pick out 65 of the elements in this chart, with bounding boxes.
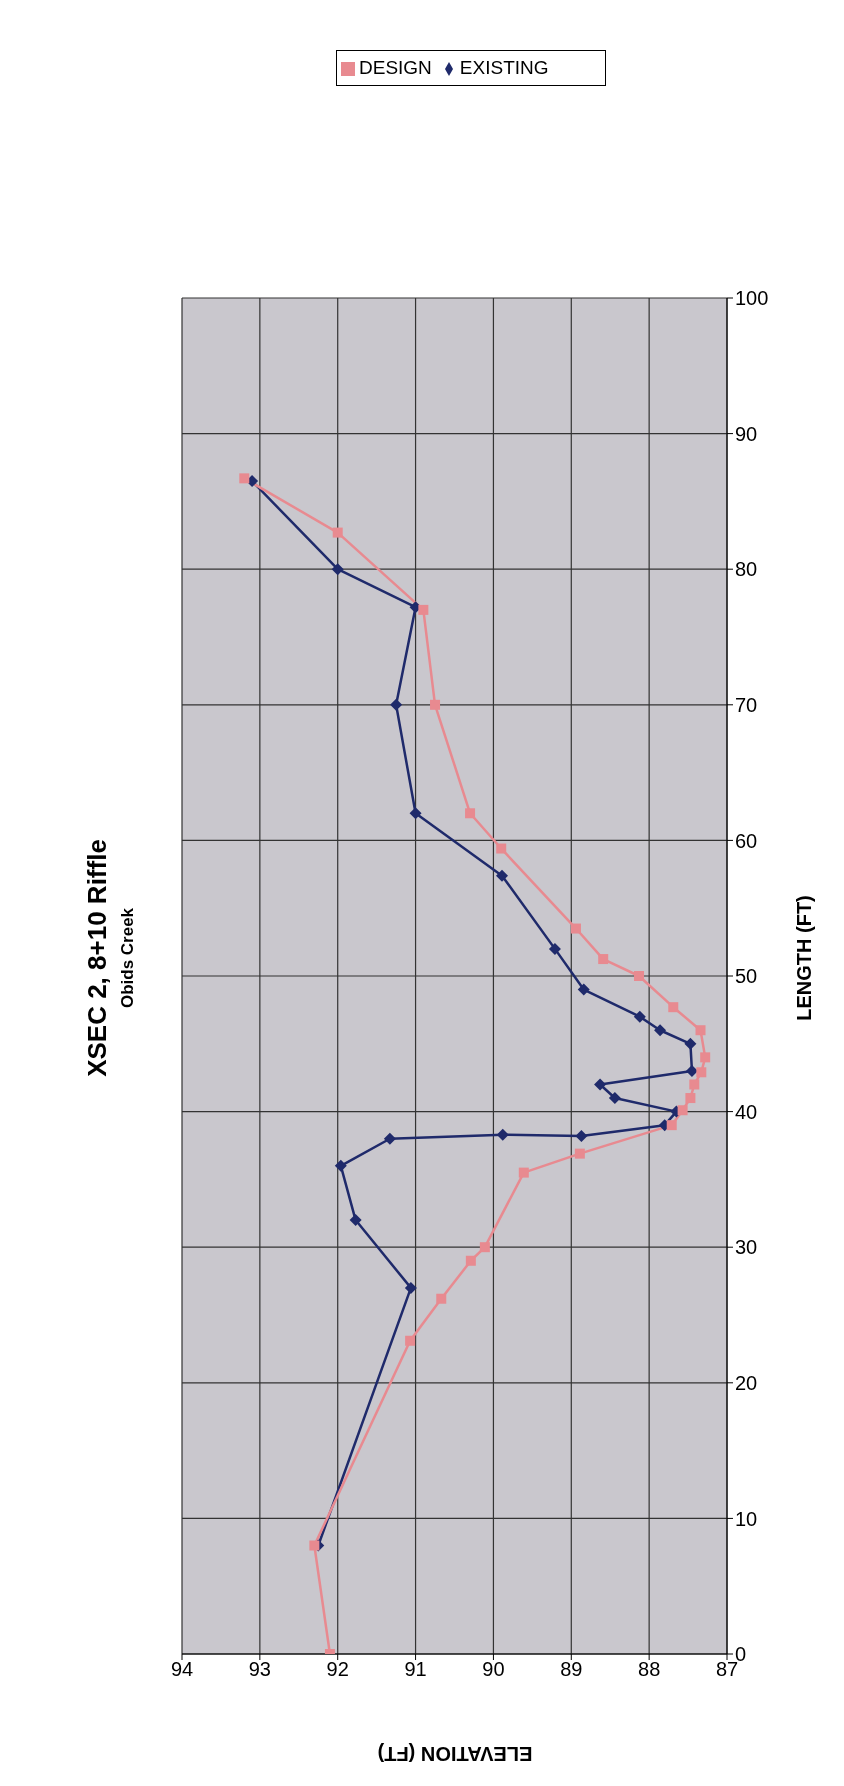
- point: [685, 1093, 696, 1104]
- point: [685, 1064, 698, 1077]
- point: [418, 604, 429, 615]
- legend-label: EXISTING: [459, 57, 549, 78]
- point: [479, 1242, 490, 1253]
- point: [700, 1052, 711, 1063]
- point: [594, 1078, 607, 1091]
- point: [404, 1281, 417, 1294]
- x-tick-label: 91: [404, 1658, 427, 1681]
- y-tick-label: 20: [735, 1371, 758, 1394]
- point: [570, 923, 581, 934]
- y-tick-label: 100: [735, 287, 769, 310]
- point: [331, 563, 344, 576]
- point: [465, 808, 476, 819]
- point: [684, 1037, 697, 1050]
- point: [689, 1079, 700, 1090]
- point: [633, 1010, 646, 1023]
- y-tick-label: 90: [735, 422, 758, 445]
- point: [332, 527, 343, 538]
- point: [383, 1132, 396, 1145]
- point: [574, 1148, 585, 1159]
- point: [695, 1025, 706, 1036]
- y-tick-label: 60: [735, 829, 758, 852]
- point: [577, 983, 590, 996]
- point: [496, 843, 507, 854]
- point: [608, 1092, 621, 1105]
- x-tick-label: 90: [482, 1658, 505, 1681]
- text: Obids Creek: [118, 907, 138, 1009]
- x-tick-label: 89: [560, 1658, 583, 1681]
- y-tick-label: 70: [735, 693, 758, 716]
- point: [436, 1293, 447, 1304]
- legend-label: DESIGN: [359, 57, 432, 78]
- point: [548, 942, 561, 955]
- point: [668, 1002, 679, 1013]
- point: [575, 1130, 588, 1143]
- point: [496, 1128, 509, 1141]
- point: [405, 1335, 416, 1346]
- point: [654, 1024, 667, 1037]
- y-tick-label: 80: [735, 558, 758, 581]
- point: [409, 807, 422, 820]
- x-tick-label: 93: [248, 1658, 271, 1681]
- y-tick-label: 10: [735, 1507, 758, 1530]
- x-tick-label: 88: [638, 1658, 661, 1681]
- point: [677, 1105, 688, 1116]
- y-tick-label: 30: [735, 1236, 758, 1259]
- point: [239, 473, 250, 484]
- x-tick-label: 94: [170, 1658, 194, 1681]
- text: XSEC 2, 8+10 Riffle: [81, 839, 113, 1077]
- point: [465, 1255, 476, 1266]
- point: [309, 1540, 320, 1551]
- point: [518, 1167, 529, 1178]
- point: [598, 954, 609, 965]
- y-tick-label: 40: [735, 1100, 758, 1123]
- point: [430, 699, 441, 710]
- point: [334, 1159, 347, 1172]
- x-tick-label: 92: [326, 1658, 349, 1681]
- point: [666, 1120, 677, 1131]
- point: [696, 1067, 707, 1078]
- point: [634, 971, 645, 981]
- y-tick-label: 50: [735, 965, 758, 988]
- point: [349, 1214, 362, 1227]
- x-axis-title: ELEVATION (FT): [377, 1741, 532, 1765]
- point: [495, 869, 508, 882]
- point: [390, 698, 403, 711]
- y-axis-title: LENGTH (FT): [792, 895, 816, 1021]
